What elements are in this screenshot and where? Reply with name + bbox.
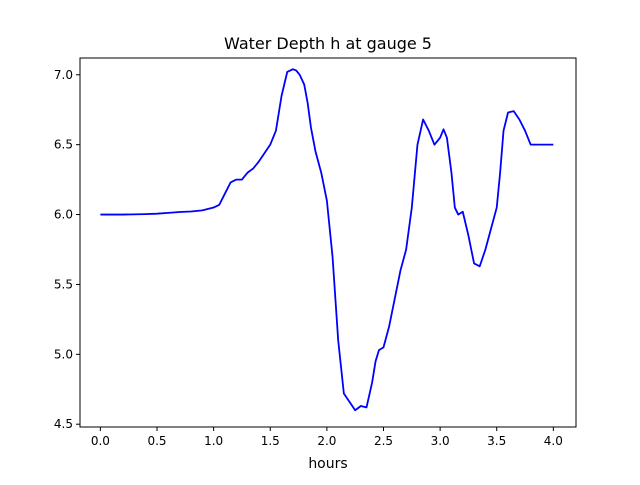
x-tick-label: 1.5 [261, 434, 280, 448]
y-tick-label: 6.0 [54, 208, 73, 222]
x-tick-label: 0.0 [91, 434, 110, 448]
x-tick-label: 2.0 [317, 434, 336, 448]
x-tick-label: 3.0 [431, 434, 450, 448]
x-tick-label: 4.0 [544, 434, 563, 448]
y-tick-label: 6.5 [54, 138, 73, 152]
y-tick-label: 5.5 [54, 277, 73, 291]
x-axis-label: hours [308, 456, 347, 472]
y-tick-label: 4.5 [54, 417, 73, 431]
y-axis-ticks: 4.5 5.0 5.5 6.0 6.5 7.0 [54, 68, 80, 431]
chart-title: Water Depth h at gauge 5 [224, 34, 432, 53]
plot-area [79, 57, 577, 428]
x-axis-ticks: 0.0 0.5 1.0 1.5 2.0 2.5 3.0 3.5 4.0 [91, 427, 563, 448]
axes-frame [79, 57, 577, 428]
series-line-0 [100, 68, 554, 412]
y-tick-label: 5.0 [54, 347, 73, 361]
x-tick-label: 3.5 [487, 434, 506, 448]
x-tick-label: 2.5 [374, 434, 393, 448]
x-tick-label: 0.5 [147, 434, 166, 448]
y-tick-label: 7.0 [54, 68, 73, 82]
x-tick-label: 1.0 [204, 434, 223, 448]
